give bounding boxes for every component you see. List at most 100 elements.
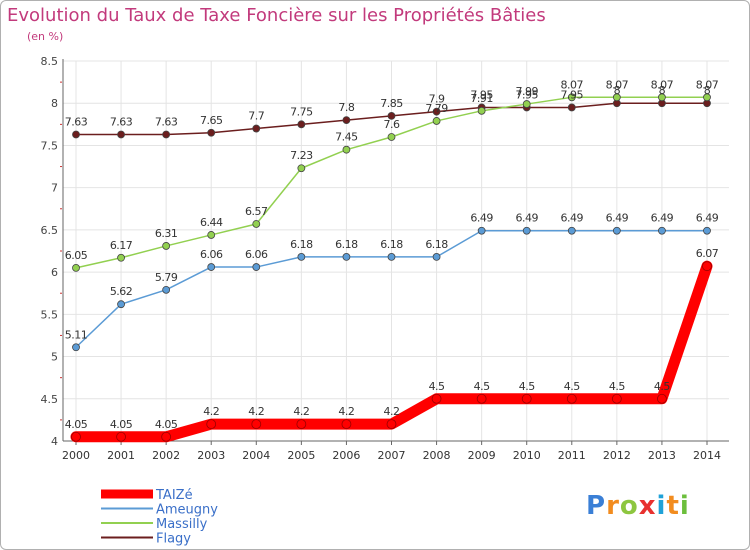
data-point <box>117 130 125 139</box>
data-label: 8 <box>704 84 711 97</box>
data-label: 6.31 <box>155 227 178 240</box>
y-tick-label: 5 <box>51 351 58 364</box>
data-label: 6.49 <box>651 212 674 225</box>
data-label: 6.57 <box>245 205 268 218</box>
data-label: 7.63 <box>65 115 88 128</box>
data-label: 4.2 <box>384 405 400 418</box>
data-label: 5.79 <box>155 271 178 284</box>
data-point <box>251 419 262 430</box>
data-point <box>341 419 352 430</box>
data-point <box>296 419 307 430</box>
data-label: 4.05 <box>65 418 88 431</box>
data-label: 6.06 <box>200 248 223 261</box>
data-label: 4.05 <box>155 418 178 431</box>
x-tick-label: 2002 <box>152 449 180 462</box>
data-point <box>658 93 666 102</box>
data-point <box>476 393 487 404</box>
data-label: 7.23 <box>290 149 313 162</box>
data-point <box>207 231 216 239</box>
y-tick-label: 4.5 <box>41 393 59 406</box>
x-tick-label: 2003 <box>197 449 225 462</box>
data-point <box>658 226 666 235</box>
data-point <box>703 93 711 102</box>
x-tick-label: 2006 <box>332 449 360 462</box>
data-label: 8.07 <box>561 78 584 91</box>
data-label: 4.5 <box>429 380 445 393</box>
data-label: 7.7 <box>248 110 264 123</box>
data-label: 7.95 <box>470 88 493 101</box>
data-label: 6.18 <box>425 238 448 251</box>
x-tick-label: 2011 <box>558 449 586 462</box>
data-label: 8 <box>659 84 666 97</box>
x-tick-label: 2000 <box>62 449 90 462</box>
data-point <box>702 261 712 272</box>
data-point <box>72 130 80 139</box>
data-point <box>71 431 81 442</box>
y-tick-label: 5.5 <box>41 308 59 321</box>
y-tick-label: 6 <box>51 266 58 279</box>
data-label: 4.05 <box>110 418 133 431</box>
data-point <box>252 124 261 133</box>
data-label: 4.2 <box>338 405 354 418</box>
data-label: 7.75 <box>290 105 313 118</box>
data-label: 6.18 <box>290 238 313 251</box>
x-tick-label: 2008 <box>423 449 451 462</box>
data-label: 7.99 <box>515 85 538 98</box>
data-point <box>252 220 261 228</box>
legend-label: Ameugny <box>156 503 218 518</box>
data-label: 5.62 <box>110 285 133 298</box>
x-tick-label: 2005 <box>287 449 315 462</box>
y-tick-label: 8.5 <box>41 55 59 68</box>
data-label: 7.9 <box>429 93 445 106</box>
data-point <box>657 393 667 404</box>
data-label: 5.11 <box>65 328 88 341</box>
x-tick-label: 2009 <box>468 449 496 462</box>
data-point <box>72 263 80 272</box>
data-label: 8.07 <box>696 78 719 91</box>
data-label: 7.85 <box>380 97 403 110</box>
data-label: 6.17 <box>110 239 133 252</box>
data-point <box>612 93 621 102</box>
data-label: 6.49 <box>696 212 719 225</box>
y-tick-label: 7.5 <box>41 139 59 152</box>
data-label: 4.5 <box>564 380 580 393</box>
data-label: 6.18 <box>380 238 403 251</box>
data-point <box>522 100 531 108</box>
data-label: 6.06 <box>245 248 268 261</box>
legend-label: TAIZé <box>155 488 193 503</box>
data-point <box>117 253 125 262</box>
data-point <box>387 133 396 141</box>
data-point <box>207 263 216 271</box>
data-point <box>116 431 126 442</box>
data-point <box>117 300 125 309</box>
data-point <box>207 128 216 137</box>
x-tick-label: 2013 <box>648 449 676 462</box>
x-tick-label: 2007 <box>378 449 406 462</box>
data-point <box>206 419 217 430</box>
data-point <box>387 253 396 261</box>
data-point <box>297 253 306 261</box>
y-tick-label: 6.5 <box>41 224 59 237</box>
data-label: 4.2 <box>203 405 219 418</box>
data-point <box>567 93 576 102</box>
x-tick-label: 2014 <box>693 449 721 462</box>
data-label: 7.95 <box>515 88 538 101</box>
data-point <box>252 263 261 271</box>
data-label: 6.49 <box>470 212 493 225</box>
data-label: 4.5 <box>474 380 490 393</box>
data-label: 4.5 <box>654 380 670 393</box>
data-point <box>297 120 306 129</box>
data-point <box>162 242 171 250</box>
data-label: 8 <box>614 84 621 97</box>
y-tick-label: 4 <box>51 435 58 448</box>
x-tick-label: 2004 <box>242 449 270 462</box>
data-label: 4.5 <box>519 380 535 393</box>
data-point <box>162 130 171 139</box>
data-label: 6.49 <box>515 212 538 225</box>
data-point <box>386 419 397 430</box>
data-point <box>703 226 711 235</box>
data-label: 6.49 <box>606 212 629 225</box>
data-label: 7.63 <box>110 115 133 128</box>
data-point <box>612 226 621 235</box>
